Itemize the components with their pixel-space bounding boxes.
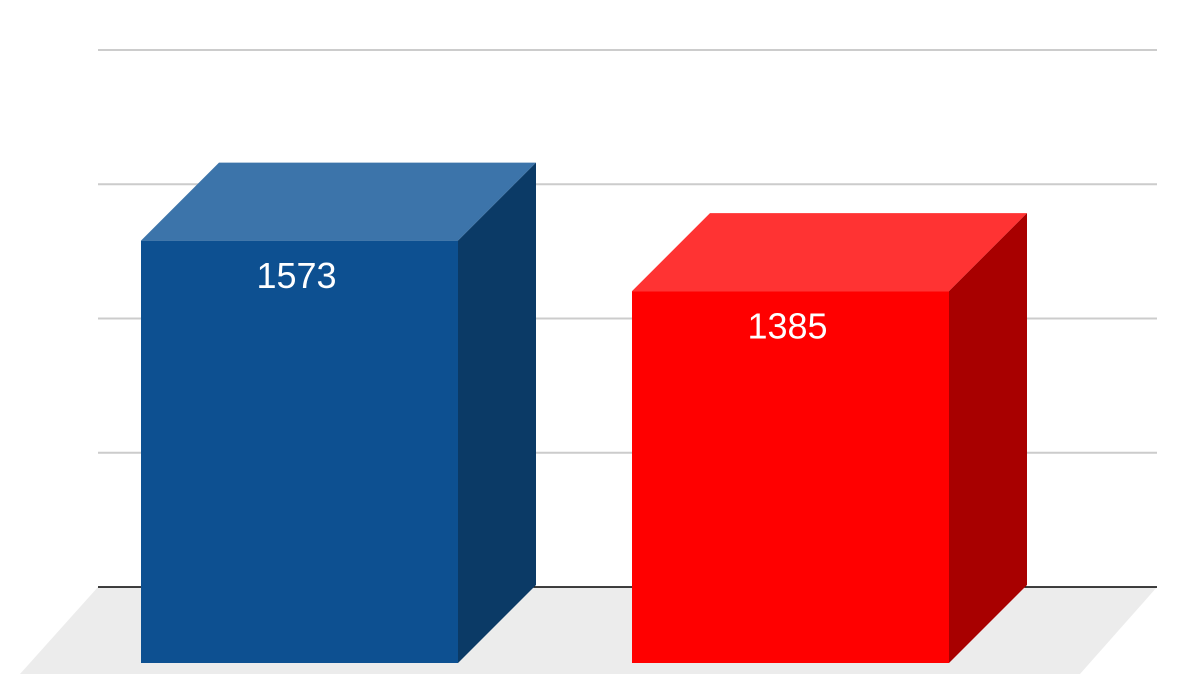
bar-top: [632, 213, 1027, 292]
bar-side: [949, 213, 1027, 663]
bar: [632, 291, 949, 663]
bar-top: [141, 162, 536, 241]
bar-side: [458, 162, 536, 663]
data-label: 1385: [747, 306, 827, 347]
data-label: 1573: [256, 255, 336, 296]
bar: [141, 240, 458, 663]
